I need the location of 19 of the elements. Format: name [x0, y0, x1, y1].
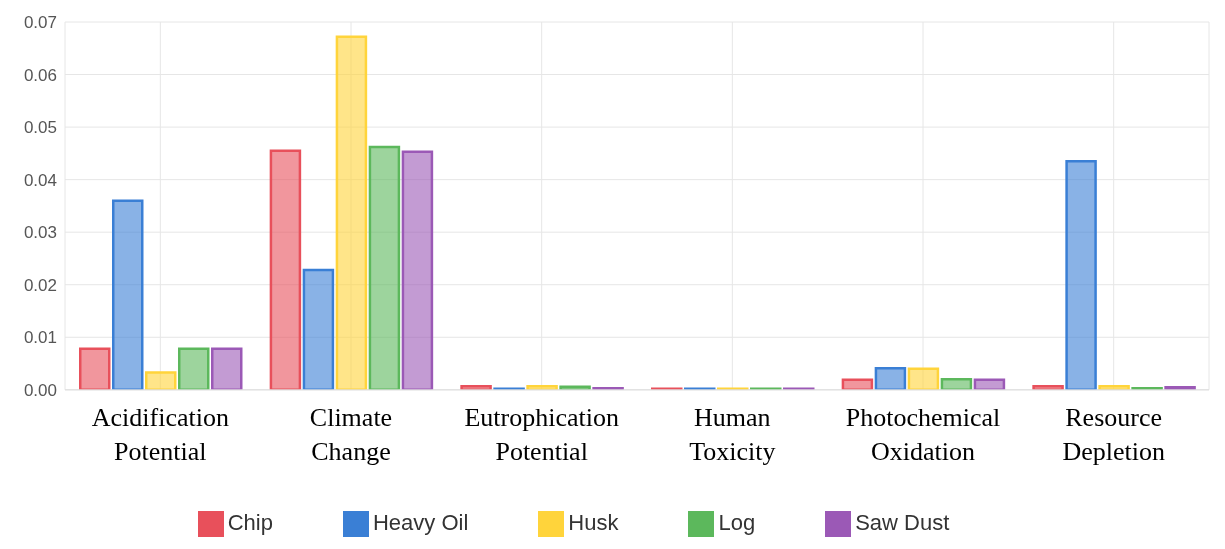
- x-tick-label: Photochemical Oxidation: [845, 402, 1001, 466]
- x-tick-label: Eutrophication Potential: [464, 402, 619, 466]
- x-tick-label: Resource Depletion: [1062, 402, 1165, 466]
- x-tick-label: Climate Change: [309, 402, 393, 466]
- legend-label: Heavy Oil: [372, 509, 469, 535]
- y-tick-label: 0.04: [23, 170, 57, 190]
- y-tick-label: 0.02: [23, 275, 57, 295]
- legend-label: Saw Dust: [855, 509, 950, 535]
- legend-label: Log: [718, 509, 756, 535]
- y-tick-label: 0.03: [23, 223, 57, 243]
- y-tick-label: 0.07: [23, 13, 57, 33]
- legend-label: Chip: [227, 509, 273, 535]
- legend-label: Husk: [568, 509, 619, 535]
- y-tick-label: 0.00: [23, 380, 57, 400]
- x-tick-label: Human Toxicity: [689, 402, 776, 466]
- y-tick-label: 0.05: [23, 118, 57, 138]
- y-tick-label: 0.06: [23, 65, 57, 85]
- x-tick-label: Acidification Potential: [91, 402, 229, 466]
- y-tick-label: 0.01: [23, 328, 57, 348]
